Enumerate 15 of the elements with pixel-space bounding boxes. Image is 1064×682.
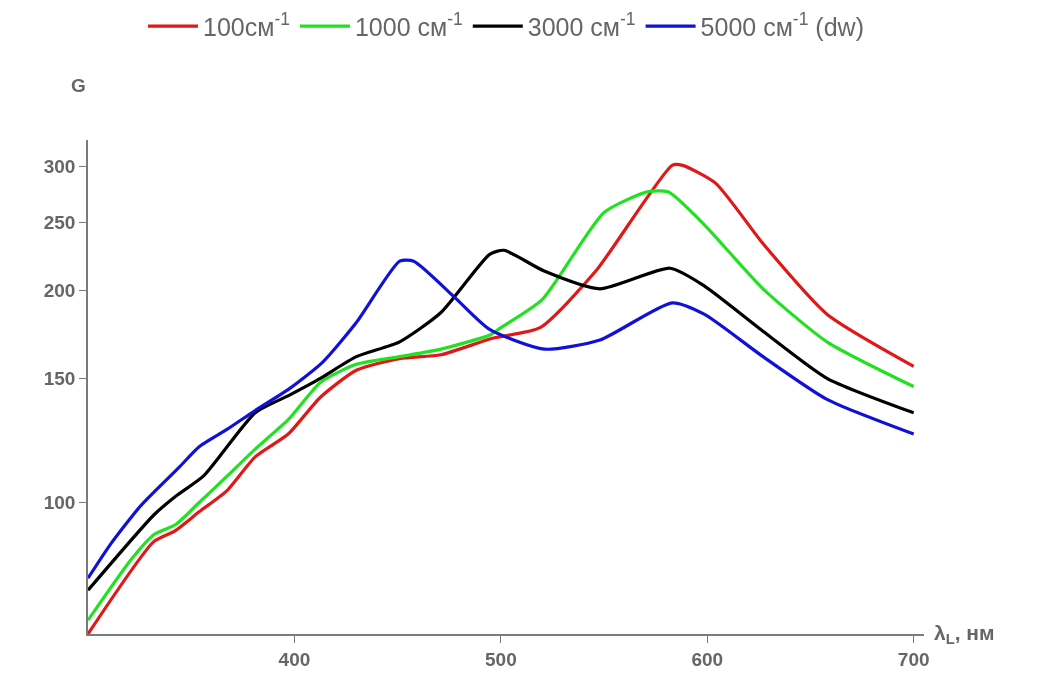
x-tick-label: 400 [278,648,311,670]
legend-label: 3000 см$^{-1}$ [527,9,636,41]
legend-label: 1000 см$^{-1}$ [354,9,463,41]
x-axis-title: λ$_{L}$, нм [934,621,995,648]
y-tick-label: 200 [43,279,76,301]
y-tick-label: 150 [43,367,76,389]
legend-label: 5000 см$^{-1}$ (dw) [700,9,864,41]
x-tick-label: 500 [484,648,517,670]
x-tick-label: 700 [897,648,930,670]
y-tick-label: 300 [43,156,76,177]
legend-label: 100см$^{-1}$ [203,9,290,41]
y-axis-title: G [71,75,86,96]
x-tick-label: 600 [691,648,724,670]
y-tick-label: 250 [43,211,76,233]
y-tick-label: 100 [43,491,76,513]
